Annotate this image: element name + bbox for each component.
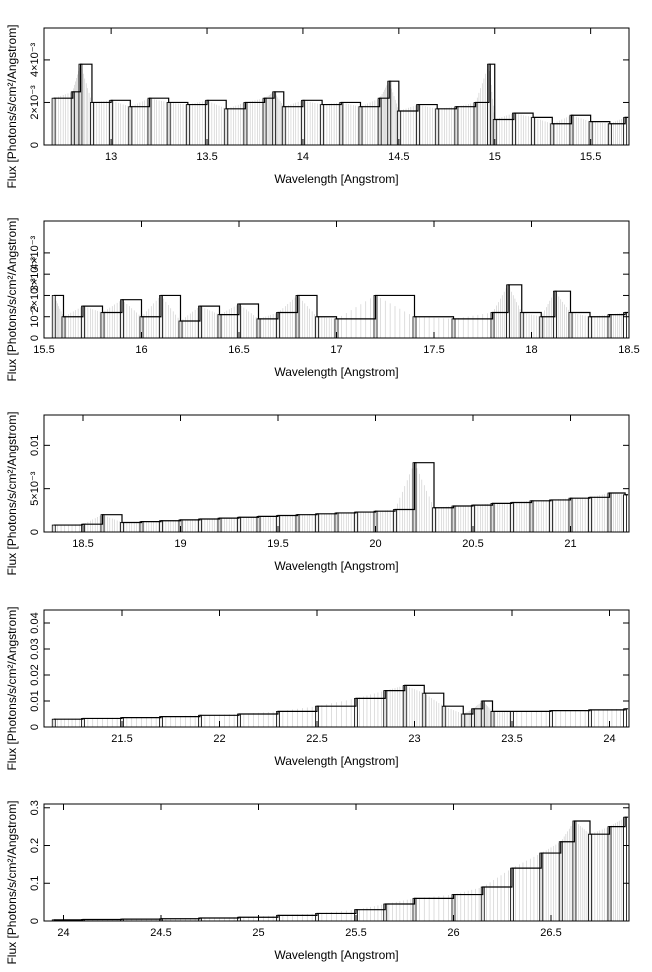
data-step-line — [53, 462, 629, 526]
x-tick-label: 21.5 — [111, 733, 132, 745]
y-tick-label: 3×10⁻³ — [29, 257, 41, 292]
plot-frame — [43, 609, 630, 728]
y-axis-label: Flux [Photons/s/cm²/Angstrom] — [5, 606, 19, 770]
x-tick-label: 22.5 — [306, 733, 327, 745]
y-tick-label: 0 — [29, 918, 41, 924]
data-step-line — [53, 684, 629, 720]
model-lines — [53, 64, 624, 145]
plot-frame — [43, 27, 630, 146]
x-tick-label: 24.5 — [150, 927, 171, 939]
y-tick-label: 0.04 — [29, 612, 41, 633]
y-tick-label: 2×10⁻³ — [29, 85, 41, 120]
x-axis-label: Wavelength [Angstrom] — [274, 948, 398, 962]
x-tick-label: 17.5 — [423, 344, 444, 356]
y-axis-label: Flux [Photons/s/cm²/Angstrom] — [5, 24, 19, 188]
x-tick-label: 18.5 — [72, 538, 93, 550]
x-tick-label: 25.5 — [345, 927, 366, 939]
plot-frame — [43, 803, 630, 922]
data-step-line — [53, 63, 629, 125]
x-tick-label: 21 — [564, 538, 576, 550]
panel-4: 21.5 22 22.5 23 23.5 24 0 0.01 0.02 0.03 0.04 Wavel… — [5, 606, 630, 771]
y-tick-label: 4×10⁻³ — [29, 235, 41, 270]
x-tick-label: 17 — [330, 344, 342, 356]
x-tick-label: 13.5 — [196, 151, 217, 163]
panel-1: 13 13.5 14 14.5 15 15.5 0 2×10⁻³ 4×10⁻³ Wavelengt… — [5, 24, 630, 189]
y-tick-label: 0.3 — [29, 800, 41, 815]
panel-2: 15.5 16 16.5 17 17.5 18 18.5 0 10⁻³2×10⁻³3×10⁻³4… — [5, 217, 640, 381]
x-tick-label: 15.5 — [580, 151, 601, 163]
y-tick-label: 5×10⁻³ — [29, 471, 41, 506]
data-step-line — [53, 284, 629, 322]
x-tick-label: 22 — [213, 733, 225, 745]
model-lines — [53, 462, 624, 532]
y-tick-label: 10⁻³ — [29, 306, 41, 328]
y-tick-label: 2×10⁻³ — [29, 278, 41, 313]
x-axis-label: Wavelength [Angstrom] — [274, 559, 398, 573]
x-tick-label: 24 — [603, 733, 615, 745]
y-tick-label: 0.01 — [29, 690, 41, 711]
y-tick-label: 0.01 — [29, 435, 41, 456]
panel-5: 24 24.5 25 25.5 26 26.5 0 0.1 0.2 0.3 Wavelength [… — [5, 800, 630, 965]
y-tick-label: 0 — [29, 529, 41, 535]
model-lines — [53, 818, 624, 921]
y-tick-label: 4×10⁻³ — [29, 42, 41, 77]
x-tick-label: 14.5 — [388, 151, 409, 163]
x-tick-label: 14 — [297, 151, 309, 163]
x-tick-label: 13 — [105, 151, 117, 163]
panel-3: 18.5 19 19.5 20 20.5 21 0 5×10⁻³ 0.01 Wavelength … — [5, 411, 630, 576]
y-axis-label: Flux [Photons/s/cm²/Angstrom] — [5, 411, 19, 575]
y-tick-label: 0.02 — [29, 664, 41, 685]
data-bar — [623, 494, 627, 533]
x-tick-label: 18.5 — [618, 344, 639, 356]
y-tick-label: 0.2 — [29, 838, 41, 853]
x-tick-label: 16 — [135, 344, 147, 356]
y-tick-label: 0 — [29, 724, 41, 730]
x-tick-label: 26 — [447, 927, 459, 939]
x-tick-label: 20.5 — [462, 538, 483, 550]
x-tick-label: 24 — [57, 927, 69, 939]
y-tick-label: 0.03 — [29, 638, 41, 659]
x-tick-label: 25 — [252, 927, 264, 939]
x-axis-label: Wavelength [Angstrom] — [274, 365, 398, 379]
y-tick-label: 0.1 — [29, 876, 41, 891]
plot-frame — [43, 414, 630, 533]
x-tick-label: 16.5 — [228, 344, 249, 356]
x-tick-label: 18 — [525, 344, 537, 356]
x-tick-label: 19.5 — [267, 538, 288, 550]
y-tick-label: 0 — [29, 335, 41, 341]
data-bar — [623, 708, 627, 728]
x-tick-label: 19 — [174, 538, 186, 550]
x-tick-label: 23 — [408, 733, 420, 745]
x-axis-label: Wavelength [Angstrom] — [274, 172, 398, 186]
y-axis-label: Flux [Photons/s/cm²/Angstrom] — [5, 800, 19, 964]
data-step-line — [53, 816, 629, 921]
x-tick-label: 23.5 — [501, 733, 522, 745]
y-axis-label: Flux [Photons/s/cm²/Angstrom] — [5, 217, 19, 381]
x-tick-label: 26.5 — [540, 927, 561, 939]
x-tick-label: 15 — [489, 151, 501, 163]
x-axis-label: Wavelength [Angstrom] — [274, 754, 398, 768]
x-tick-label: 15.5 — [33, 344, 54, 356]
data-bar — [623, 816, 627, 922]
x-tick-label: 20 — [369, 538, 381, 550]
model-lines — [53, 284, 624, 338]
y-tick-label: 0 — [29, 142, 41, 148]
